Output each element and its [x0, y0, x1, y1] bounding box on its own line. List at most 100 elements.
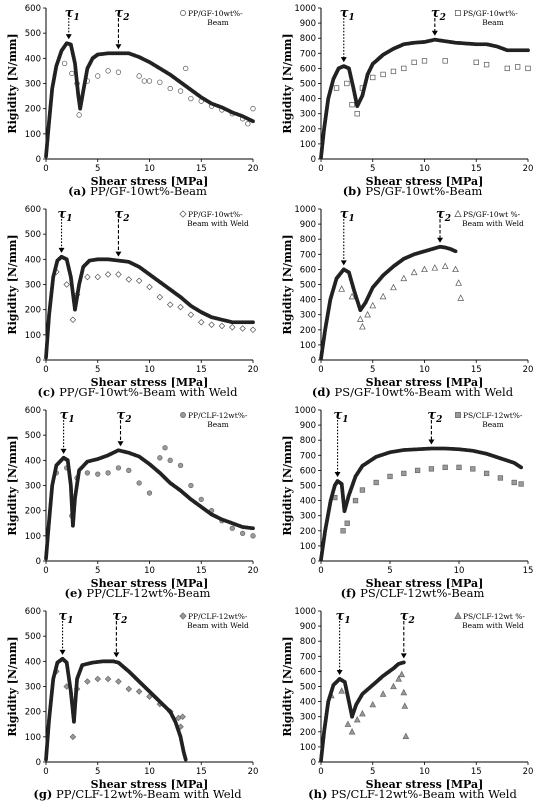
chart-panel-c: 0 100 200 300 400 500 600 0 5 10 15 20 Shear stress … [0, 201, 275, 402]
panel-caption: (b) PS/GF-10wt%-Beam [275, 184, 550, 198]
legend-marker [454, 209, 462, 217]
caption-text: PS/CLF-12wt%-Beam with Weld [331, 787, 517, 801]
data-point [504, 65, 510, 72]
data-point [177, 303, 184, 311]
data-point [352, 497, 359, 504]
y-tick-label: 300 [300, 110, 316, 120]
x-tick-label: 5 [95, 566, 100, 576]
x-tick-label: 10 [419, 164, 430, 174]
y-tick-label: 600 [300, 667, 316, 677]
data-point [239, 325, 246, 332]
data-point [401, 702, 409, 709]
y-tick-label: 100 [25, 532, 41, 542]
tau-2-arrowhead [437, 237, 444, 243]
y-tick-label: 300 [300, 713, 316, 723]
data-point [157, 455, 163, 461]
chart-panel-e: 0 100 200 300 400 500 600 0 5 10 15 20 Shear stress … [0, 402, 275, 603]
dense-series [44, 656, 188, 762]
data-point [177, 462, 184, 469]
data-point [183, 757, 188, 762]
data-point [400, 688, 408, 696]
x-tick-label: 20 [523, 767, 534, 777]
data-point [141, 78, 147, 84]
x-tick-label: 10 [144, 365, 155, 375]
y-tick-label: 200 [300, 125, 316, 135]
caption-letter: (h) [308, 787, 328, 801]
data-point [251, 119, 255, 124]
tau-2-label: τ2 [431, 6, 446, 23]
data-point [136, 73, 142, 79]
data-point [519, 465, 523, 470]
data-point [497, 475, 504, 481]
y-tick-label: 400 [300, 95, 316, 105]
y-tick-label: 0 [36, 758, 41, 768]
y-tick-label: 600 [25, 4, 41, 14]
y-tick-label: 300 [25, 281, 41, 291]
x-axis-label: Shear stress [MPa] [91, 577, 209, 590]
y-tick-label: 800 [300, 637, 316, 647]
chart-panel-b: 0 100 200 300 400 500 600 700 800 900 1000 0 5 10 15 20… [275, 0, 550, 201]
data-point [441, 262, 449, 270]
chart-svg-a: 0 100 200 300 400 500 600 0 5 10 15 20 Shear stress … [6, 4, 258, 188]
data-point [473, 59, 479, 66]
tau-1-arrowhead [58, 247, 65, 253]
data-point [340, 528, 346, 534]
y-tick-label: 500 [300, 683, 316, 693]
data-point [369, 700, 377, 708]
data-point [511, 479, 517, 486]
sparse-series [61, 60, 256, 127]
x-tick-label: 20 [248, 365, 259, 375]
dense-series [44, 41, 255, 159]
y-axis-label: Rigidity [N/mm] [281, 234, 294, 334]
tau-1-arrowhead [60, 448, 67, 454]
tau-1-arrowhead [59, 649, 66, 655]
data-point [379, 292, 387, 300]
y-tick-label: 100 [300, 542, 316, 552]
data-point [380, 71, 386, 78]
y-tick-label: 500 [25, 29, 41, 39]
caption-text: PS/GF-10wt%-Beam [365, 184, 483, 198]
data-point [84, 678, 91, 685]
y-tick-label: 400 [300, 698, 316, 708]
y-tick-label: 100 [300, 743, 316, 753]
caption-letter: (b) [342, 184, 362, 198]
chart-svg-d: 0 100 200 300 400 500 600 700 800 900 1000 0 5 10 15 20… [281, 205, 533, 389]
tau-2-arrowhead [400, 653, 407, 659]
tau-2-label: τ2 [112, 609, 127, 626]
legend-text: PP/GF-10wt%- [188, 9, 243, 18]
data-point [344, 80, 350, 87]
legend-text: Beam with Weld [187, 219, 249, 228]
data-point [453, 249, 458, 254]
chart-panel-g: 0 100 200 300 400 500 600 0 5 10 15 20 Shear stress … [0, 603, 275, 804]
tau-1-label: τ1 [336, 609, 351, 626]
y-tick-label: 400 [25, 456, 41, 466]
chart-panel-f: 0 100 200 300 400 500 600 700 800 900 1000 0 5 10 15 Sh… [275, 402, 550, 603]
y-tick-label: 600 [25, 607, 41, 617]
x-tick-label: 15 [196, 365, 207, 375]
chart-svg-f: 0 100 200 300 400 500 600 700 800 900 1000 0 5 10 15 Sh… [281, 406, 533, 590]
y-tick-label: 1000 [294, 205, 316, 215]
legend-text: PS/GF-10wt %- [463, 210, 521, 219]
caption-text: PP/CLF-12wt%-Beam with Weld [55, 787, 242, 801]
x-tick-label: 0 [43, 365, 48, 375]
caption-text: PS/GF-10wt%-Beam with Weld [334, 385, 514, 399]
data-point [379, 690, 387, 697]
data-point [373, 479, 379, 486]
legend-marker [455, 412, 461, 418]
data-point [115, 69, 122, 75]
caption-letter: (a) [68, 184, 87, 198]
chart-panel-a: 0 100 200 300 400 500 600 0 5 10 15 20 Shear stress … [0, 0, 275, 201]
sparse-series [332, 464, 524, 534]
data-point [104, 675, 112, 683]
data-point [515, 64, 521, 70]
data-point [390, 682, 397, 690]
data-point [457, 294, 465, 301]
dense-series [319, 37, 530, 160]
tau-2-label: τ2 [427, 408, 442, 425]
x-tick-label: 15 [471, 365, 482, 375]
y-tick-label: 300 [300, 311, 316, 321]
tau-2-label: τ2 [117, 408, 132, 425]
y-tick-label: 300 [25, 482, 41, 492]
x-tick-label: 0 [43, 566, 48, 576]
chart-panel-h: 0 100 200 300 400 500 600 700 800 900 1000 0 5 10 15 20… [275, 603, 550, 804]
